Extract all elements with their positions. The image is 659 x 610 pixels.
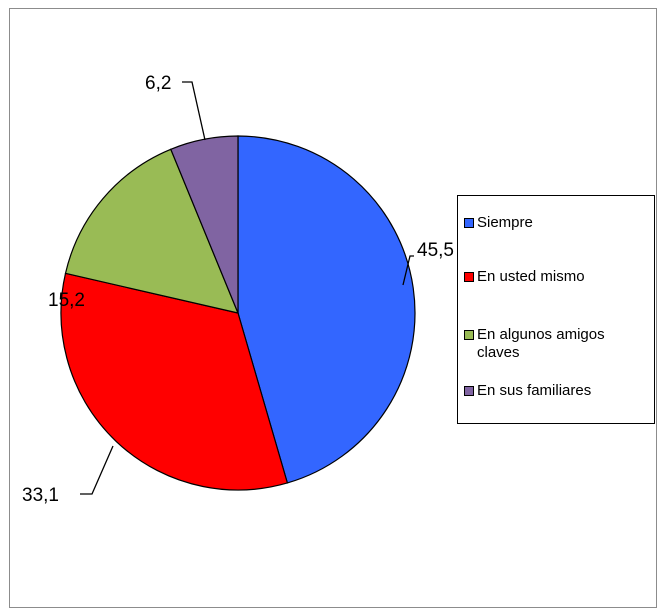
legend-item-en-sus-familiares: En sus familiares: [464, 382, 652, 400]
data-labels: 45,5 33,1 15,2 6,2: [22, 73, 454, 506]
legend-swatch-en-algunos-amigos-claves: [464, 330, 474, 340]
legend-label: En sus familiares: [477, 382, 592, 399]
legend-label: Siempre: [477, 214, 533, 231]
legend-item-en-algunos-amigos-claves: En algunos amigos claves: [464, 326, 627, 362]
data-label-siempre: 45,5: [417, 240, 454, 261]
legend-swatch-en-usted-mismo: [464, 272, 474, 282]
legend-swatch-siempre: [464, 218, 474, 228]
legend-label: En algunos amigos claves: [477, 326, 605, 361]
pie-slice-siempre: [237, 135, 416, 484]
data-label-en-sus-familiares: 6,2: [145, 73, 171, 94]
pie-slices: [60, 135, 416, 491]
pie-slice-en-algunos-amigos-claves: [64, 148, 239, 314]
legend-item-en-usted-mismo: En usted mismo: [464, 268, 652, 286]
leader-lines: [80, 81, 414, 495]
legend: Siempre En usted mismo En algunos amigos…: [457, 195, 655, 424]
legend-swatch-en-sus-familiares: [464, 386, 474, 396]
data-label-en-algunos-amigos-claves: 15,2: [48, 290, 85, 311]
data-label-en-usted-mismo: 33,1: [22, 485, 59, 506]
leader-line-en-sus-familiares: [182, 81, 206, 141]
leader-line-en-usted-mismo: [80, 445, 114, 495]
pie-slice-en-usted-mismo: [60, 272, 289, 491]
legend-item-siempre: Siempre: [464, 214, 652, 232]
legend-label: En usted mismo: [477, 268, 585, 285]
pie-slice-en-sus-familiares: [169, 135, 239, 314]
leader-line-siempre: [402, 255, 414, 286]
